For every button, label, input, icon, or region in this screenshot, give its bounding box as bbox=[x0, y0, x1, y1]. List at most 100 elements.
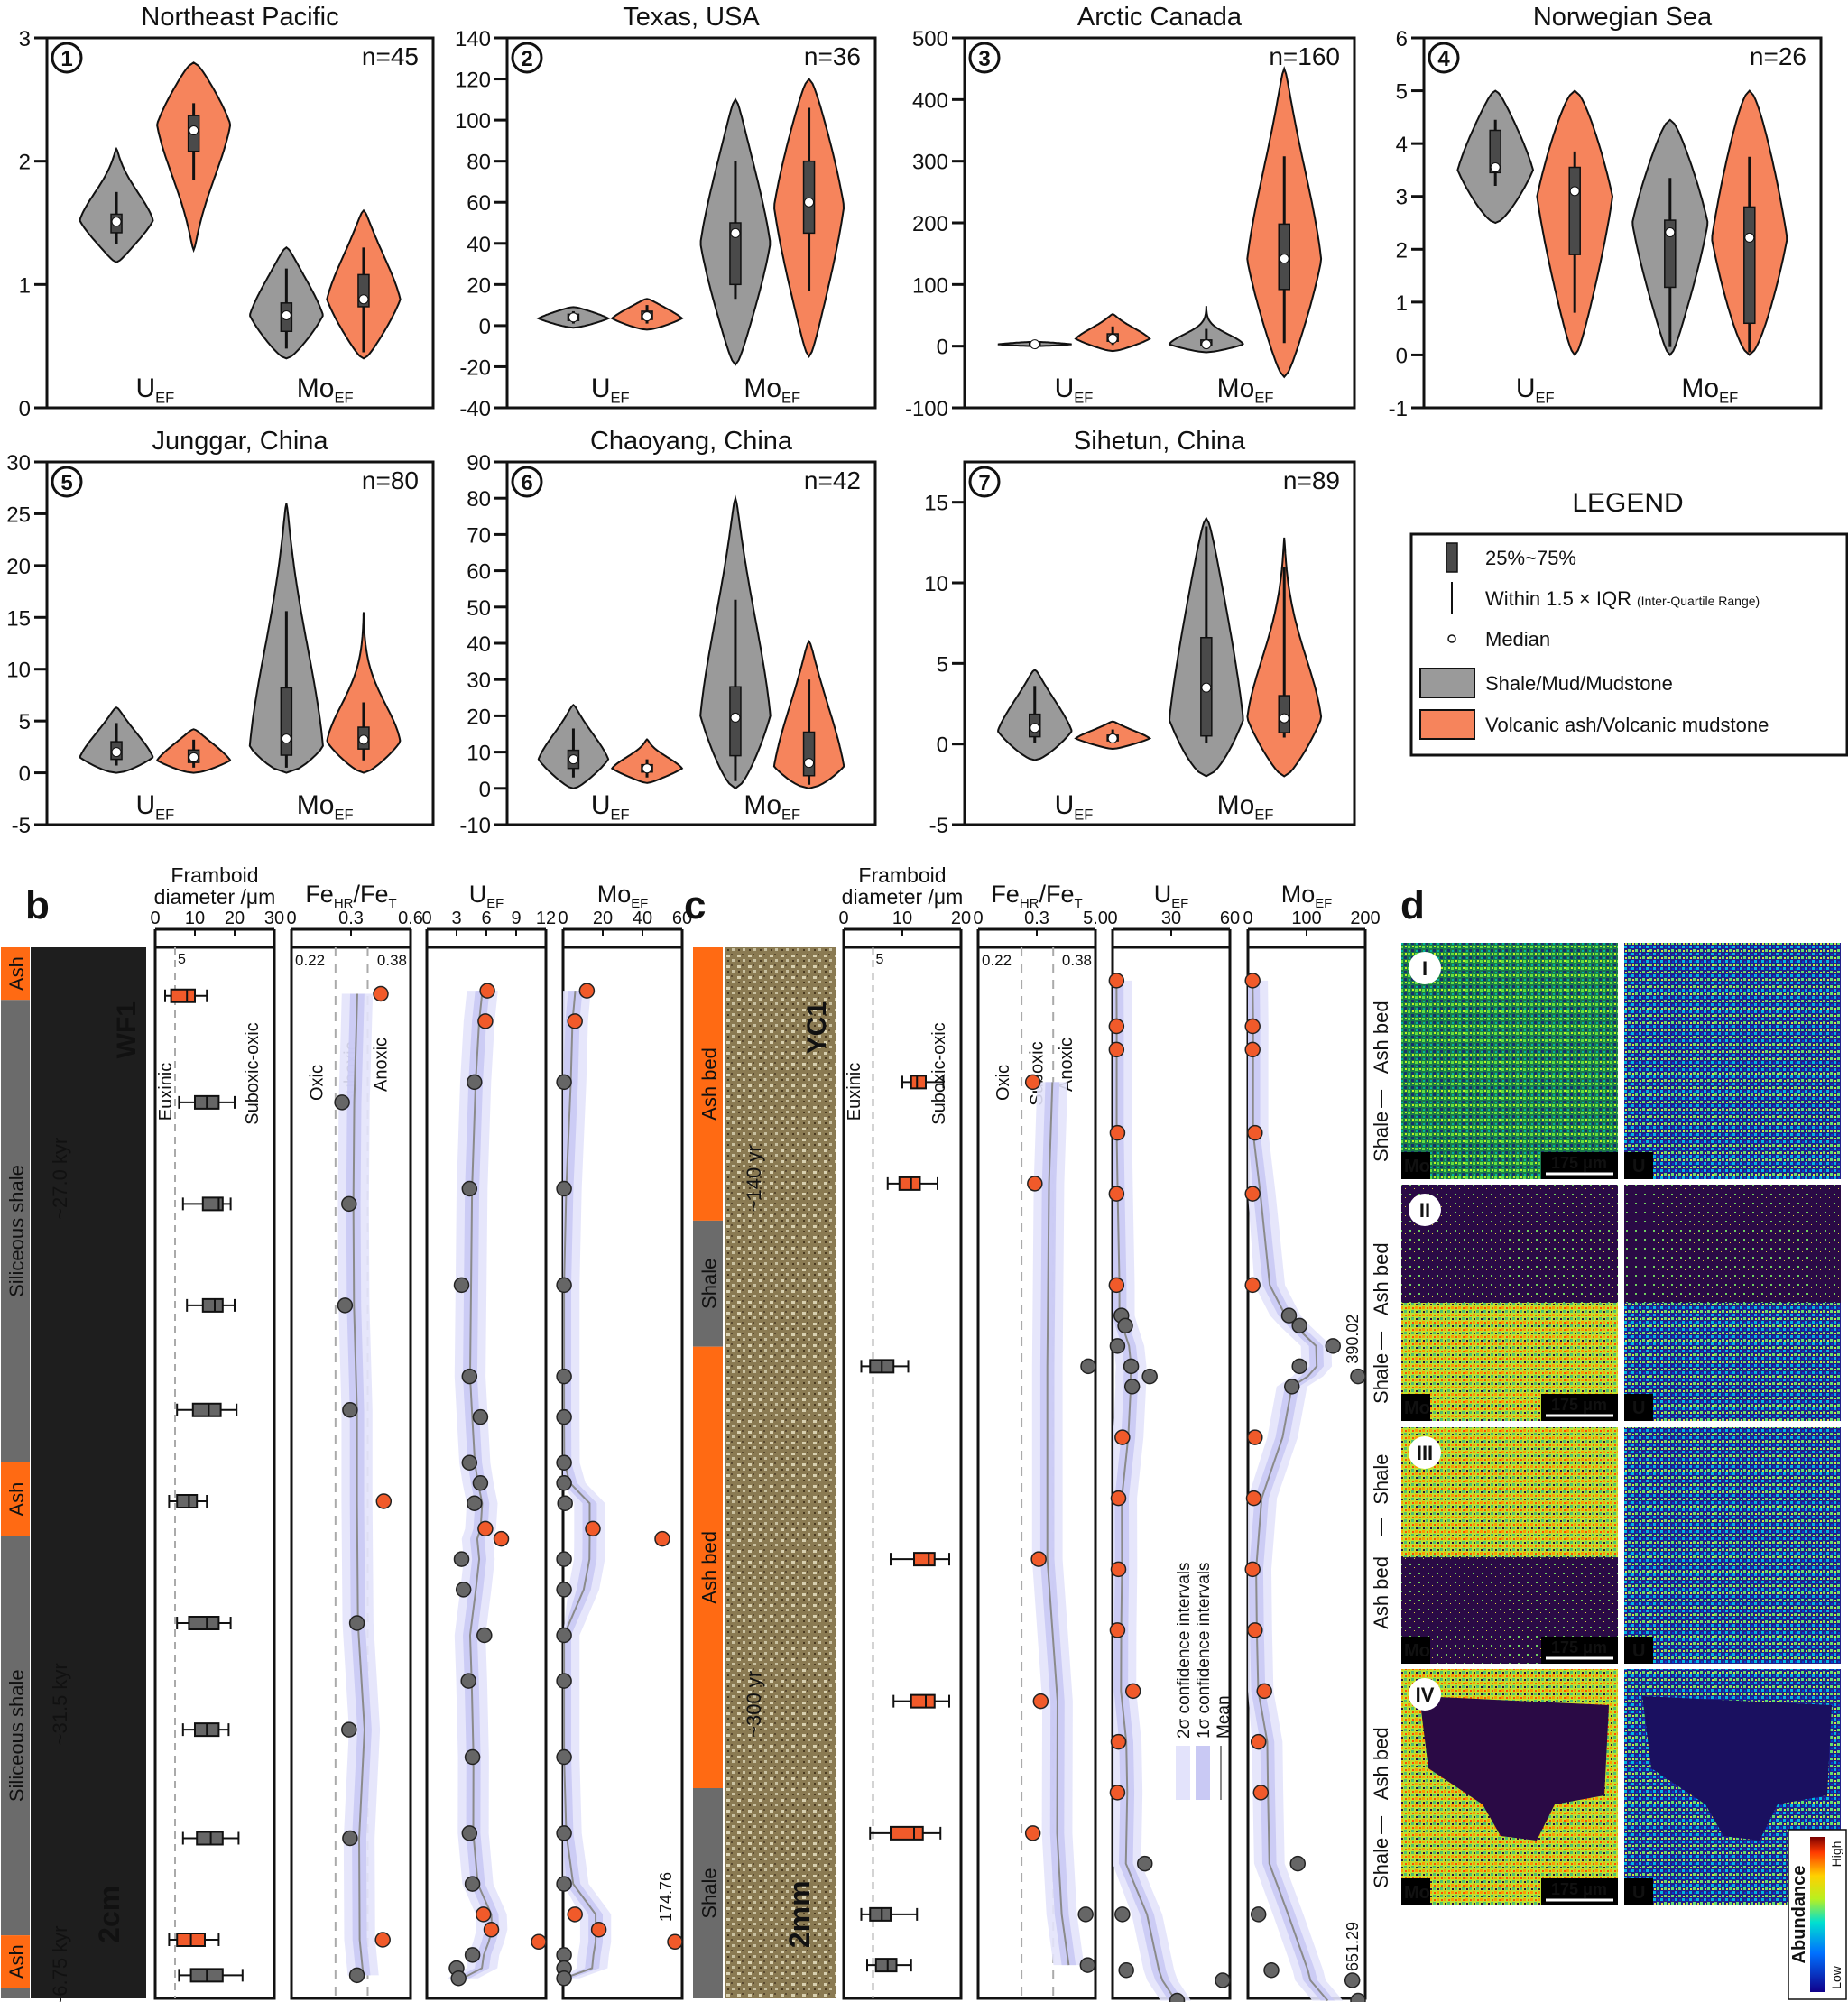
framboid-boxplot bbox=[181, 1831, 240, 1846]
lithology-label: Ash bed bbox=[698, 1531, 721, 1604]
mean-line bbox=[1046, 1082, 1070, 1966]
median-marker bbox=[568, 312, 578, 323]
panel-number: 2 bbox=[521, 47, 532, 71]
lithology-unit-ash bbox=[693, 1346, 723, 1788]
layer-label: Ash bed bbox=[1370, 1727, 1392, 1800]
column-title: Framboid bbox=[171, 863, 258, 887]
data-point bbox=[467, 1495, 483, 1511]
colorbar-title: Abundance bbox=[1789, 1866, 1809, 1964]
lithology-label: Ash bbox=[5, 1944, 28, 1979]
data-point bbox=[1027, 1176, 1043, 1192]
y-tick-label: 100 bbox=[455, 109, 491, 134]
y-tick-label: 6 bbox=[1396, 27, 1408, 51]
iqr-box bbox=[1489, 129, 1502, 174]
x-tick-label: 9 bbox=[511, 909, 521, 928]
chart-title: Norwegian Sea bbox=[1533, 3, 1713, 32]
x-tick-label: 60 bbox=[672, 909, 692, 928]
data-point bbox=[556, 1627, 572, 1644]
data-point bbox=[453, 1551, 470, 1567]
data-point bbox=[341, 1195, 357, 1213]
column-title: UEF bbox=[469, 881, 504, 911]
category-label-mo: MoEF bbox=[1217, 374, 1274, 407]
y-tick-label: 25 bbox=[6, 503, 31, 527]
x-tick-label: 100 bbox=[1291, 909, 1321, 928]
x-tick-label: 10 bbox=[185, 909, 205, 928]
framboid-boxplot bbox=[866, 1958, 912, 1973]
iqr-box bbox=[910, 1075, 927, 1090]
iqr-box bbox=[191, 1402, 222, 1417]
chart-title: Junggar, China bbox=[152, 427, 328, 456]
x-tick-label: 60 bbox=[1220, 909, 1240, 928]
panel-number-badge bbox=[51, 42, 83, 74]
data-point bbox=[556, 1582, 572, 1598]
data-point bbox=[1247, 1124, 1263, 1141]
section-name: YC1 bbox=[802, 1001, 832, 1054]
legend-frame bbox=[1409, 532, 1848, 757]
zone-label: Anoxic bbox=[372, 1038, 392, 1092]
layer-label: Shale bbox=[1370, 1838, 1392, 1888]
plot-frame bbox=[45, 460, 435, 826]
data-point bbox=[1110, 1490, 1127, 1507]
framboid-boxplot bbox=[860, 1359, 910, 1374]
lithology-unit-shale bbox=[693, 1220, 723, 1347]
data-point bbox=[1244, 1018, 1261, 1035]
violin-chart-5: Junggar, China -5 0 5 10 15 20 25 30 5 n=80 UEF MoEF bbox=[6, 427, 435, 838]
y-tick-label: -5 bbox=[929, 814, 948, 838]
column-title: diameter /μm bbox=[842, 885, 964, 909]
framboid-boxplot bbox=[901, 1075, 945, 1090]
y-tick-label: 300 bbox=[912, 151, 948, 175]
median-marker bbox=[358, 294, 369, 305]
data-point bbox=[556, 1947, 572, 1963]
median-marker bbox=[1279, 254, 1289, 264]
y-tick-label: 0 bbox=[19, 762, 31, 787]
sample-count: n=42 bbox=[804, 466, 861, 494]
data-point bbox=[461, 1368, 478, 1385]
category-label-mo: MoEF bbox=[744, 790, 800, 824]
median-marker bbox=[111, 217, 122, 227]
iqr-box bbox=[874, 1958, 898, 1973]
data-point bbox=[476, 1627, 493, 1644]
panel-number-badge bbox=[968, 42, 1001, 74]
median-marker bbox=[281, 310, 291, 320]
data-point bbox=[1110, 1733, 1127, 1750]
data-point bbox=[556, 1673, 572, 1689]
data-point bbox=[1350, 1992, 1366, 2002]
data-point bbox=[1108, 1018, 1125, 1035]
median-marker bbox=[1107, 333, 1118, 344]
column-title: MoEF bbox=[1281, 881, 1332, 911]
spot-id: II bbox=[1419, 1199, 1430, 1222]
data-point bbox=[556, 1748, 572, 1766]
data-point bbox=[1109, 1622, 1126, 1638]
legend-volcanic-swatch bbox=[1419, 709, 1475, 740]
iqr-box bbox=[910, 1693, 936, 1709]
offscale-label: 651.29 bbox=[1344, 1922, 1362, 1971]
legend-label: Median bbox=[1485, 628, 1550, 650]
y-tick-label: 100 bbox=[912, 273, 948, 298]
median-marker bbox=[1107, 733, 1118, 743]
layer-label: Shale bbox=[1370, 1453, 1392, 1504]
ci-legend-label: 2σ confidence intervals bbox=[1175, 1562, 1194, 1739]
ci-1sigma-swatch bbox=[1196, 1746, 1210, 1800]
category-label-u: UEF bbox=[591, 374, 630, 407]
median-marker bbox=[1030, 339, 1040, 350]
ci-legend: 2σ confidence intervals 1σ confidence int… bbox=[1175, 1562, 1234, 1800]
x-tick-label: 20 bbox=[951, 909, 971, 928]
panel-number: 1 bbox=[60, 47, 72, 71]
violin-chart-1: Northeast Pacific 0 1 2 3 1 n=45 UEF MoEF bbox=[19, 3, 435, 421]
data-point bbox=[1280, 1307, 1298, 1324]
panel-number-badge bbox=[51, 466, 83, 498]
median-marker bbox=[1201, 339, 1212, 350]
category-label-mo: MoEF bbox=[744, 374, 800, 407]
legend-label: Volcanic ash/Volcanic mudstone bbox=[1485, 714, 1769, 736]
ci-1sigma-band bbox=[1113, 980, 1183, 2001]
y-tick-label: 3 bbox=[19, 27, 31, 51]
category-label-u: UEF bbox=[135, 790, 174, 824]
layer-label: Ash bed bbox=[1370, 1556, 1392, 1629]
data-point bbox=[556, 1970, 572, 1987]
element-tag: U bbox=[1632, 1398, 1645, 1418]
zone-label: Euxinic bbox=[156, 1063, 176, 1121]
iqr-box bbox=[1568, 166, 1581, 255]
iqr-box bbox=[802, 160, 816, 235]
lithology-unit-ash bbox=[693, 947, 723, 1221]
